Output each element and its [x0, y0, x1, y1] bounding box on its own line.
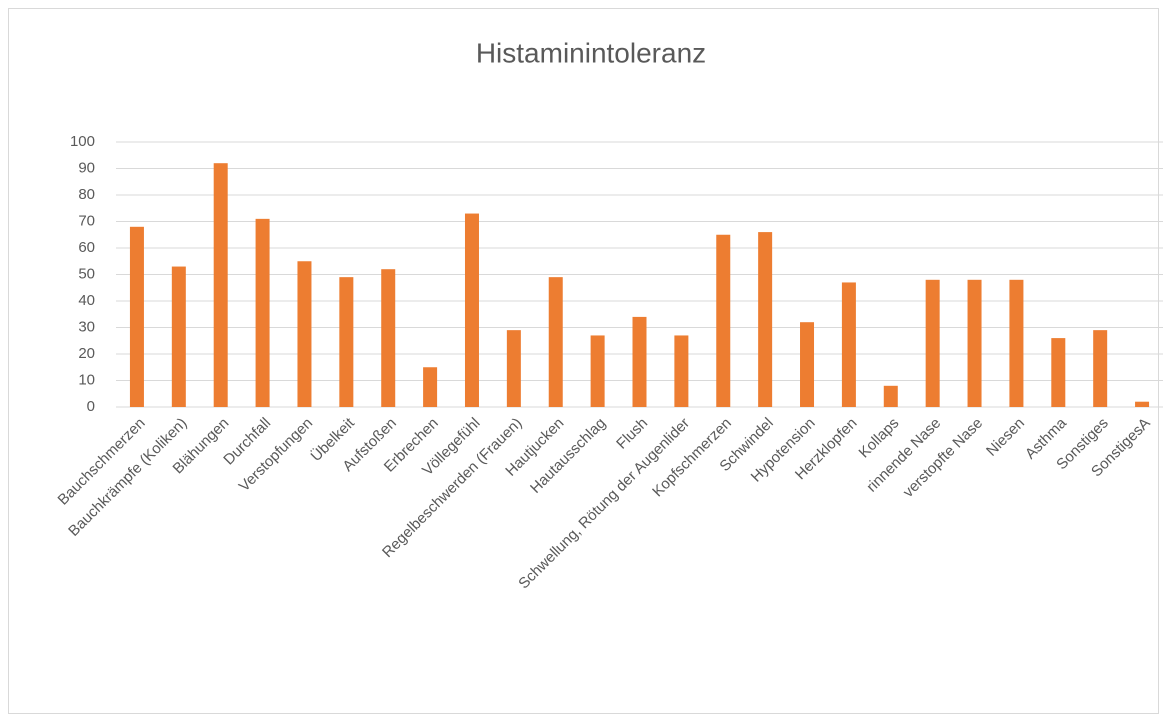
bar: [548, 277, 563, 407]
bar: [506, 330, 521, 407]
bar: [632, 316, 647, 407]
y-tick-label: 50: [78, 265, 95, 282]
bar: [883, 385, 898, 407]
bar: [423, 367, 438, 407]
bar: [841, 282, 856, 407]
bar: [1093, 330, 1108, 407]
bar: [171, 266, 186, 407]
bar: [590, 335, 605, 407]
bar: [1009, 279, 1024, 407]
bar: [297, 261, 312, 407]
bar: [129, 226, 144, 407]
y-tick-label: 80: [78, 186, 95, 203]
bar: [1135, 401, 1150, 407]
y-tick-label: 10: [78, 371, 95, 388]
chart-border: [8, 8, 1159, 714]
bar: [925, 279, 940, 407]
y-tick-label: 100: [70, 133, 95, 150]
y-tick-label: 40: [78, 292, 95, 309]
y-tick-label: 70: [78, 212, 95, 229]
y-tick-label: 60: [78, 239, 95, 256]
bar: [674, 335, 689, 407]
bar: [758, 232, 773, 407]
bar: [967, 279, 982, 407]
bar: [255, 218, 270, 407]
y-tick-label: 20: [78, 345, 95, 362]
bar: [339, 277, 354, 407]
bar: [716, 234, 731, 407]
bar: [381, 269, 396, 407]
chart-title: Histaminintoleranz: [476, 37, 706, 68]
y-tick-label: 0: [87, 398, 95, 415]
bar: [800, 322, 815, 407]
bar: [1051, 338, 1066, 407]
bar: [464, 213, 479, 407]
bar: [213, 163, 228, 407]
y-tick-label: 90: [78, 159, 95, 176]
y-tick-label: 30: [78, 318, 95, 335]
